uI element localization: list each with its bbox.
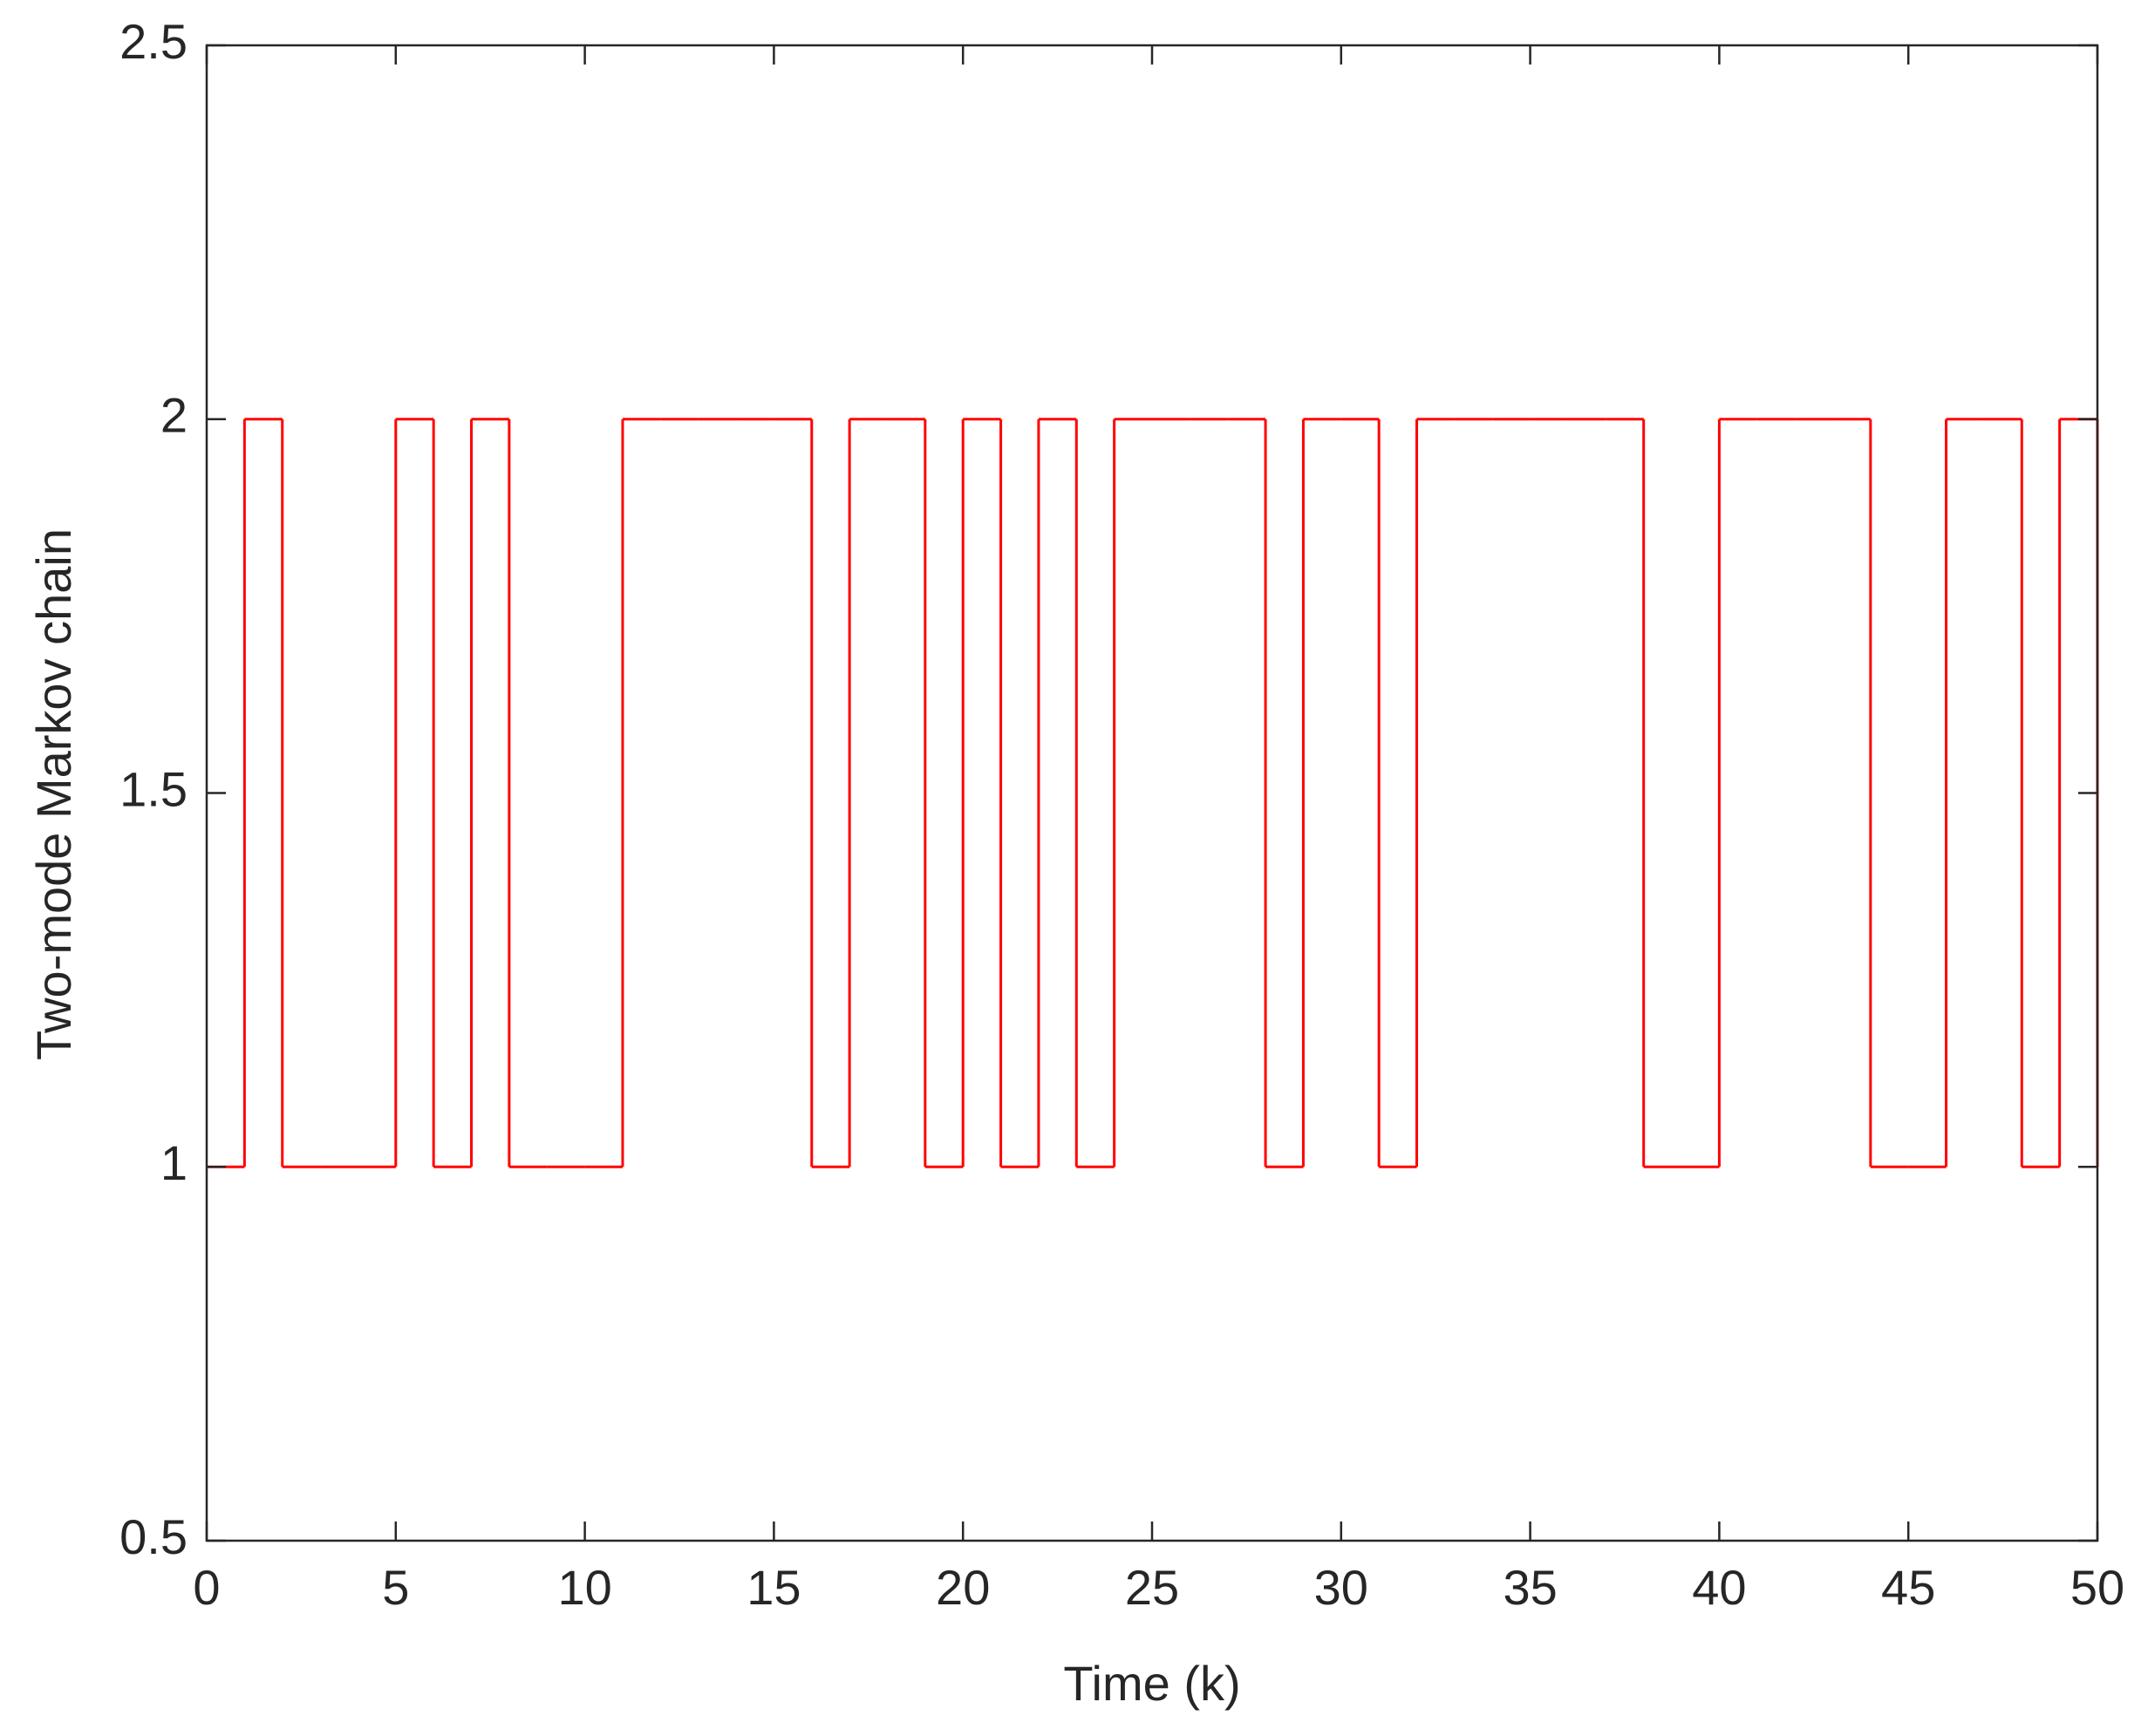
y-axis-label: Two-mode Markov chain bbox=[26, 528, 81, 1060]
x-tick-label: 5 bbox=[382, 1560, 409, 1615]
x-tick-label: 45 bbox=[1881, 1560, 1935, 1615]
x-tick-label: 15 bbox=[747, 1560, 801, 1615]
x-tick-label: 50 bbox=[2070, 1560, 2124, 1615]
y-tick-label: 2 bbox=[160, 388, 188, 443]
x-tick-label: 10 bbox=[557, 1560, 611, 1615]
y-tick-label: 0.5 bbox=[119, 1509, 188, 1564]
x-tick-label: 30 bbox=[1314, 1560, 1368, 1615]
x-axis-label: Time (k) bbox=[1063, 1656, 1240, 1711]
y-tick-label: 2.5 bbox=[119, 14, 188, 69]
x-tick-label: 20 bbox=[936, 1560, 990, 1615]
x-tick-label: 35 bbox=[1503, 1560, 1557, 1615]
x-tick-label: 0 bbox=[193, 1560, 220, 1615]
x-tick-label: 25 bbox=[1125, 1560, 1179, 1615]
y-tick-label: 1 bbox=[160, 1135, 188, 1190]
x-tick-label: 40 bbox=[1692, 1560, 1746, 1615]
y-tick-label: 1.5 bbox=[119, 761, 188, 816]
plot-frame bbox=[205, 44, 2099, 1542]
